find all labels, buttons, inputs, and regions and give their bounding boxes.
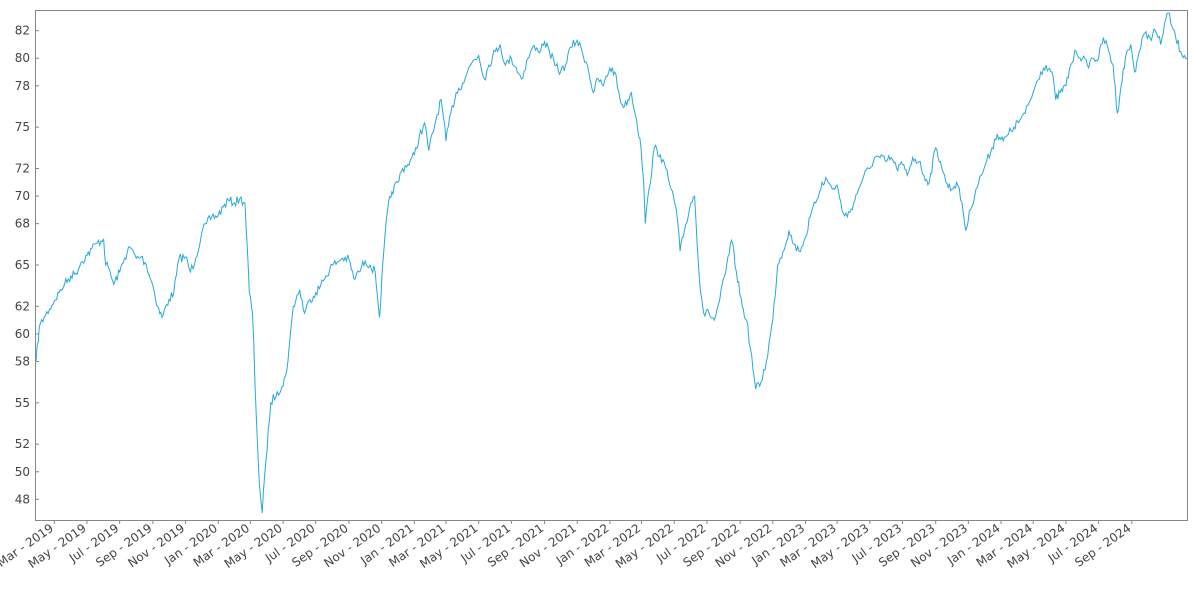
y-tick-label: 60 <box>15 327 30 341</box>
y-axis: 48 50 52 55 58 60 62 65 68 70 72 75 78 80 82 <box>15 24 39 506</box>
y-tick-label: 62 <box>15 299 30 313</box>
y-tick-label: 70 <box>15 189 30 203</box>
y-tick-label: 75 <box>15 120 30 134</box>
plot-frame <box>35 10 1188 521</box>
y-tick-label: 82 <box>15 24 30 38</box>
y-tick-label: 68 <box>15 217 30 231</box>
y-tick-label: 48 <box>15 492 30 506</box>
y-tick-label: 58 <box>15 354 30 368</box>
y-tick-label: 78 <box>15 79 30 93</box>
y-tick-label: 55 <box>15 396 30 410</box>
series-line <box>35 12 1188 514</box>
y-tick-label: 50 <box>15 465 30 479</box>
y-tick-label: 65 <box>15 258 30 272</box>
y-tick-label: 80 <box>15 51 30 65</box>
y-tick-label: 72 <box>15 162 30 176</box>
y-tick-label: 52 <box>15 437 30 451</box>
